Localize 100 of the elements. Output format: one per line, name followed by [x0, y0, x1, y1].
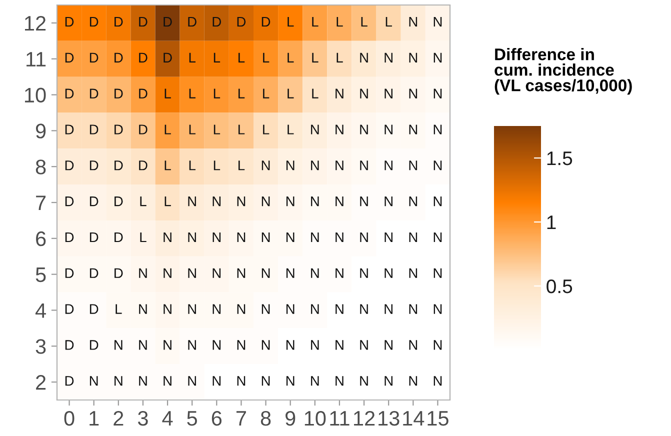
data-label: N: [409, 16, 418, 27]
data-label: D: [139, 16, 148, 27]
data-label: N: [336, 268, 344, 278]
data-label: N: [164, 232, 172, 242]
x-tick-label: 4: [162, 411, 173, 426]
data-label: N: [188, 304, 196, 314]
data-label: N: [237, 196, 246, 206]
color-bar-label: 0.5: [546, 279, 572, 294]
data-label: D: [90, 304, 98, 314]
data-label: N: [336, 160, 344, 170]
data-label: N: [212, 232, 221, 242]
data-label: D: [90, 88, 98, 98]
x-tick-label: 6: [212, 410, 222, 426]
data-label: L: [189, 160, 196, 170]
data-label: D: [65, 376, 74, 386]
data-label: N: [360, 232, 368, 242]
data-label: D: [114, 232, 123, 242]
data-label: N: [336, 376, 344, 386]
data-label: N: [384, 340, 392, 350]
x-tick-label: 5: [187, 411, 198, 426]
data-label: D: [90, 268, 98, 278]
data-label: N: [237, 340, 246, 350]
x-tick-label: 1: [90, 411, 99, 426]
data-label: N: [286, 196, 294, 206]
data-label: D: [114, 268, 123, 278]
data-label: D: [65, 124, 74, 134]
data-label: N: [384, 304, 392, 314]
x-tick-label: 8: [260, 410, 271, 426]
data-label: D: [212, 16, 222, 27]
data-label: N: [434, 232, 442, 242]
x-tick-label: 9: [286, 410, 296, 426]
x-tick-label: 11: [330, 411, 350, 426]
data-label: N: [409, 232, 418, 242]
data-label: L: [214, 88, 220, 98]
y-tick-label: 8: [36, 160, 46, 174]
data-label: N: [360, 196, 368, 206]
y-tick-label: 2: [36, 375, 46, 390]
data-label: N: [286, 304, 294, 314]
x-tick-label: 3: [138, 410, 148, 426]
data-label: N: [360, 268, 368, 278]
data-label: N: [164, 268, 172, 278]
data-label: N: [384, 268, 392, 278]
data-label: L: [288, 88, 294, 98]
y-tick-label: 9: [36, 124, 46, 138]
data-label: D: [65, 196, 74, 206]
x-tick-label: 13: [378, 410, 400, 426]
data-label: L: [238, 52, 245, 62]
y-tick-label: 6: [36, 231, 46, 246]
data-label: D: [114, 160, 123, 170]
data-label: N: [311, 160, 319, 170]
data-label: D: [139, 124, 148, 134]
data-label: D: [164, 52, 172, 62]
data-label: D: [114, 88, 123, 98]
data-label: N: [114, 376, 122, 386]
data-label: N: [409, 340, 418, 350]
data-label: L: [386, 16, 392, 27]
data-label: D: [90, 196, 98, 206]
data-label: N: [360, 88, 368, 98]
data-label: N: [262, 340, 270, 350]
data-label: N: [434, 16, 442, 27]
data-label: N: [311, 376, 319, 386]
x-tick-label: 15: [428, 411, 448, 426]
data-label: N: [434, 340, 442, 350]
data-label: N: [286, 376, 294, 386]
data-label: N: [139, 376, 147, 386]
data-label: N: [434, 268, 442, 278]
y-tick-label: 11: [26, 52, 46, 66]
data-label: D: [114, 124, 123, 134]
data-label: L: [336, 16, 343, 27]
data-label: N: [114, 340, 122, 350]
data-label: L: [312, 52, 318, 62]
data-label: N: [262, 196, 270, 206]
data-label: N: [409, 160, 418, 170]
data-label: N: [212, 304, 221, 314]
data-label: D: [65, 268, 74, 278]
data-label: N: [360, 52, 368, 62]
data-label: L: [189, 124, 196, 134]
data-label: L: [263, 52, 270, 62]
data-label: D: [65, 52, 74, 62]
y-tick-label: 10: [25, 88, 46, 103]
data-label: N: [434, 160, 442, 170]
data-label: D: [65, 340, 74, 350]
data-label: N: [409, 88, 418, 98]
data-label: N: [286, 340, 294, 350]
data-label: N: [409, 304, 418, 314]
data-label: N: [311, 196, 319, 206]
data-label: N: [188, 232, 196, 242]
data-label: L: [238, 88, 245, 98]
x-tick-label: 14: [403, 411, 424, 426]
data-label: D: [188, 16, 196, 27]
data-label: N: [384, 196, 392, 206]
data-label: N: [212, 376, 221, 386]
data-label: N: [409, 196, 418, 206]
x-tick-label: 10: [304, 410, 326, 426]
data-label: N: [336, 88, 344, 98]
data-label: N: [360, 160, 368, 170]
data-label: N: [164, 340, 172, 350]
data-label: N: [237, 304, 246, 314]
data-label: N: [286, 268, 294, 278]
data-label: N: [409, 124, 418, 134]
